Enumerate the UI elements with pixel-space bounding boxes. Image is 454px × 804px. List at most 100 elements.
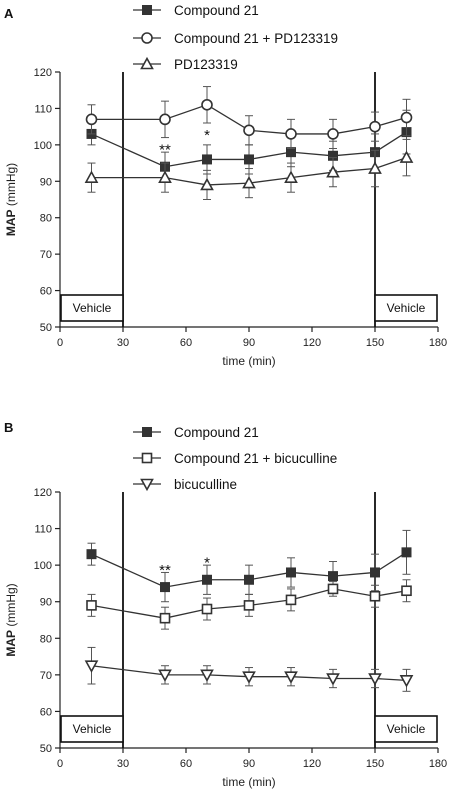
data-point — [243, 600, 255, 611]
vehicle-box — [374, 294, 438, 322]
y-tick-label: 80 — [40, 633, 52, 645]
data-point — [327, 583, 339, 595]
x-tick-label: 180 — [429, 758, 447, 770]
data-point — [328, 571, 338, 582]
y-tick-label: 70 — [40, 670, 52, 682]
series-line — [91, 588, 407, 619]
series-3 — [84, 138, 414, 200]
significance-mark: ** — [159, 142, 171, 159]
data-point — [200, 669, 214, 683]
series-line — [91, 156, 407, 186]
x-tick-label: 0 — [57, 758, 63, 770]
legend-marker — [141, 452, 153, 464]
series-line — [91, 104, 407, 135]
data-point — [286, 567, 296, 578]
series-2 — [85, 86, 413, 149]
legend-marker — [141, 32, 153, 44]
y-tick-label: 100 — [34, 140, 52, 152]
y-tick-label: 80 — [40, 213, 52, 225]
x-tick-label: 60 — [180, 337, 192, 349]
legend-entry: bicuculline — [174, 477, 237, 492]
panel-b: B Compound 21 Compound 21 + bicuculline bic… — [4, 420, 447, 789]
data-point — [85, 113, 98, 126]
data-point — [244, 154, 254, 165]
data-point — [244, 574, 254, 585]
x-tick-label: 150 — [366, 337, 384, 349]
vehicle-label: Vehicle — [387, 301, 426, 315]
legend-entry: Compound 21 + PD123319 — [174, 31, 338, 46]
y-tick-label: 110 — [34, 524, 52, 536]
x-tick-label: 30 — [117, 337, 129, 349]
data-point — [202, 574, 212, 585]
legend-entry: Compound 21 — [174, 3, 259, 18]
legend-entry: Compound 21 + bicuculline — [174, 451, 337, 466]
data-point — [284, 170, 298, 183]
y-tick-label: 90 — [40, 597, 52, 609]
y-tick-label: 50 — [40, 743, 52, 755]
data-point — [399, 150, 414, 163]
y-tick-label: 110 — [34, 103, 52, 115]
data-point — [160, 582, 170, 593]
x-tick-label: 150 — [366, 758, 384, 770]
legend-marker — [142, 5, 152, 15]
significance-mark: * — [204, 554, 210, 571]
vehicle-box — [60, 715, 124, 743]
significance-mark: * — [204, 127, 210, 144]
data-point — [201, 603, 213, 615]
legend-marker — [142, 427, 152, 437]
x-axis-title: time (min) — [222, 354, 275, 368]
data-point — [202, 154, 212, 165]
data-point — [243, 124, 255, 137]
data-point — [158, 669, 172, 683]
data-point — [84, 660, 99, 673]
y-axis-title-main: MAP — [4, 210, 18, 237]
x-tick-label: 0 — [57, 337, 63, 349]
series-2 — [86, 579, 412, 630]
data-point — [399, 675, 414, 688]
y-tick-label: 70 — [40, 249, 52, 261]
y-axis-title-unit: (mmHg) — [4, 583, 18, 630]
data-point — [368, 161, 382, 174]
data-point — [326, 673, 340, 686]
x-tick-label: 30 — [117, 758, 129, 770]
series-3 — [84, 646, 414, 692]
data-point — [401, 547, 412, 558]
x-tick-label: 90 — [243, 337, 255, 349]
panel-a: A Compound 21 Compound 21 + PD123319 PD1233… — [4, 3, 447, 368]
panel-label: B — [4, 420, 13, 435]
vehicle-box — [374, 715, 438, 743]
data-point — [158, 170, 172, 183]
legend-entry: Compound 21 — [174, 425, 259, 440]
data-point — [326, 165, 340, 178]
data-point — [84, 170, 99, 183]
x-tick-label: 180 — [429, 337, 447, 349]
data-point — [284, 671, 298, 684]
panel-label: A — [4, 6, 14, 21]
data-point — [242, 175, 256, 189]
x-tick-label: 90 — [243, 758, 255, 770]
x-tick-label: 120 — [303, 337, 321, 349]
series-line — [91, 551, 407, 588]
vehicle-label: Vehicle — [73, 722, 112, 736]
data-point — [201, 98, 213, 111]
data-point — [242, 671, 256, 684]
series-line — [91, 665, 407, 681]
series-1 — [86, 529, 412, 603]
y-tick-label: 120 — [34, 67, 52, 79]
y-axis-title: MAP (mmHg) — [4, 163, 18, 236]
data-point — [159, 113, 171, 126]
y-tick-label: 120 — [34, 487, 52, 499]
x-tick-label: 120 — [303, 758, 321, 770]
data-point — [401, 585, 412, 597]
data-point — [400, 111, 413, 124]
x-axis-title: time (min) — [222, 775, 275, 789]
significance-mark: ** — [159, 562, 171, 579]
y-axis-title-unit: (mmHg) — [4, 163, 18, 210]
vehicle-box — [60, 294, 124, 322]
legend-marker — [140, 478, 154, 492]
data-point — [368, 673, 382, 686]
vehicle-label: Vehicle — [387, 722, 426, 736]
y-tick-label: 100 — [34, 560, 52, 572]
series-line — [91, 131, 407, 168]
